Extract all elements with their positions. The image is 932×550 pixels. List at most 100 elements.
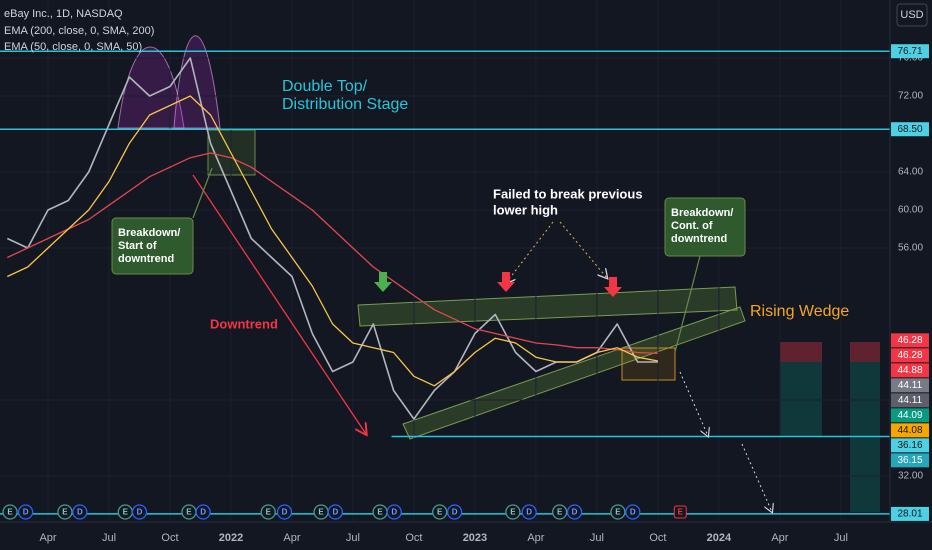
price-tag bbox=[891, 423, 929, 438]
x-tick-label: Jul bbox=[346, 532, 360, 544]
levels bbox=[0, 0, 890, 522]
price-tag-label: 44.88 bbox=[897, 365, 922, 376]
event-label: E bbox=[557, 508, 563, 517]
event-label: E bbox=[437, 508, 443, 517]
price-tag bbox=[891, 378, 929, 393]
annotation: Rising Wedge bbox=[750, 303, 849, 320]
price-tag bbox=[891, 453, 929, 468]
y-tick-label: 72.00 bbox=[898, 91, 923, 102]
price-tag-label: 76.71 bbox=[897, 46, 922, 57]
legend-symbol: eBay Inc., 1D, NASDAQ bbox=[4, 8, 123, 20]
event-icon bbox=[673, 505, 687, 519]
currency[interactable]: USD bbox=[900, 9, 923, 21]
price-tag-label: 46.28 bbox=[897, 350, 922, 361]
position-target bbox=[780, 362, 822, 436]
event-label: D bbox=[630, 508, 636, 517]
callout-pointer bbox=[674, 255, 701, 353]
annotation: Cont. of bbox=[671, 220, 713, 232]
event-label: E bbox=[377, 508, 383, 517]
event-label: E bbox=[7, 508, 13, 517]
legend-entry: EMA (50, close, 0, SMA, 50) bbox=[4, 41, 142, 53]
x-tick-label: Jul bbox=[102, 532, 116, 544]
annotation: Start of bbox=[118, 240, 157, 252]
x-tick-label: Jul bbox=[834, 532, 848, 544]
series-line bbox=[7, 152, 658, 355]
price-tag bbox=[891, 408, 929, 423]
event-icon bbox=[566, 504, 583, 520]
event-icon bbox=[521, 504, 537, 520]
event-label: D bbox=[332, 508, 338, 517]
down-arrow-icon bbox=[497, 272, 515, 292]
callout-pointer bbox=[192, 167, 213, 219]
x-tick-label: Apr bbox=[283, 532, 300, 544]
series-line bbox=[6, 57, 658, 420]
price-tag bbox=[891, 122, 929, 137]
position-stop bbox=[850, 342, 880, 362]
breakdown-zone bbox=[207, 129, 256, 176]
event-icon bbox=[551, 504, 568, 520]
event-label: E bbox=[186, 508, 192, 517]
event-label: E bbox=[62, 508, 68, 517]
callout-box bbox=[111, 217, 194, 275]
event-label: E bbox=[678, 508, 684, 517]
annotation: Double Top/ bbox=[282, 78, 368, 95]
event-label: E bbox=[318, 508, 324, 517]
x-tick-label: Oct bbox=[649, 532, 666, 544]
annotation: downtrend bbox=[671, 233, 727, 245]
event-icon bbox=[276, 504, 293, 520]
position-stop bbox=[780, 342, 822, 362]
event-icon bbox=[327, 504, 343, 520]
annotation: lower high bbox=[493, 202, 558, 217]
event-label: D bbox=[23, 508, 29, 517]
event-label: D bbox=[391, 508, 397, 517]
drawings-front: Double Top/ Distribution Stage Failed to… bbox=[111, 78, 849, 512]
x-tick-label: Jul bbox=[590, 532, 604, 544]
event-icon bbox=[625, 504, 641, 520]
y-tick-label: 64.00 bbox=[898, 167, 923, 178]
event-label: D bbox=[572, 508, 578, 517]
price-tag bbox=[891, 363, 929, 378]
event-icon bbox=[17, 504, 34, 520]
event-label: D bbox=[200, 508, 206, 517]
down-arrow-icon bbox=[604, 277, 622, 297]
legend-entry: EMA (200, close, 0, SMA, 200) bbox=[4, 25, 154, 37]
x-tick-label: Apr bbox=[771, 532, 788, 544]
dotted-arrow bbox=[559, 221, 607, 278]
price-tag-label: 44.11 bbox=[898, 395, 923, 406]
event-icon bbox=[195, 504, 211, 520]
x-tick-label: Apr bbox=[39, 532, 56, 544]
price-axis bbox=[890, 0, 932, 550]
series bbox=[6, 57, 659, 420]
x-tick-label: 2024 bbox=[707, 532, 732, 544]
price-tag-label: 36.15 bbox=[897, 455, 922, 466]
event-label: E bbox=[510, 508, 516, 517]
price-tag-label: 68.50 bbox=[897, 124, 922, 135]
x-tick-label: 2022 bbox=[219, 532, 243, 544]
event-icon bbox=[57, 504, 73, 520]
price-tag-label: 44.08 bbox=[897, 425, 922, 436]
event-icon bbox=[386, 504, 402, 520]
x-tick-label: 2023 bbox=[463, 532, 487, 544]
event-label: E bbox=[266, 508, 272, 517]
annotation: Breakdown/ bbox=[118, 227, 180, 239]
callout-box bbox=[664, 197, 746, 257]
event-icon bbox=[505, 504, 521, 520]
annotation: downtrend bbox=[118, 253, 174, 265]
x-tick-label: Oct bbox=[161, 532, 178, 544]
price-tag bbox=[891, 333, 929, 348]
price-tag-label: 46.28 bbox=[897, 335, 922, 346]
event-label: D bbox=[452, 508, 458, 517]
event-icon bbox=[260, 504, 276, 520]
wedge-lower bbox=[402, 306, 746, 440]
annotation: Distribution Stage bbox=[282, 96, 408, 113]
event-icon bbox=[72, 504, 88, 520]
double-top-shape bbox=[173, 35, 221, 129]
y-tick-label: 60.00 bbox=[898, 205, 923, 216]
currency-button[interactable] bbox=[896, 3, 928, 27]
event-label: E bbox=[123, 508, 129, 517]
annotation: Breakdown/ bbox=[671, 207, 733, 219]
wedge-upper bbox=[357, 286, 738, 327]
downtrend-arrow bbox=[192, 174, 366, 434]
